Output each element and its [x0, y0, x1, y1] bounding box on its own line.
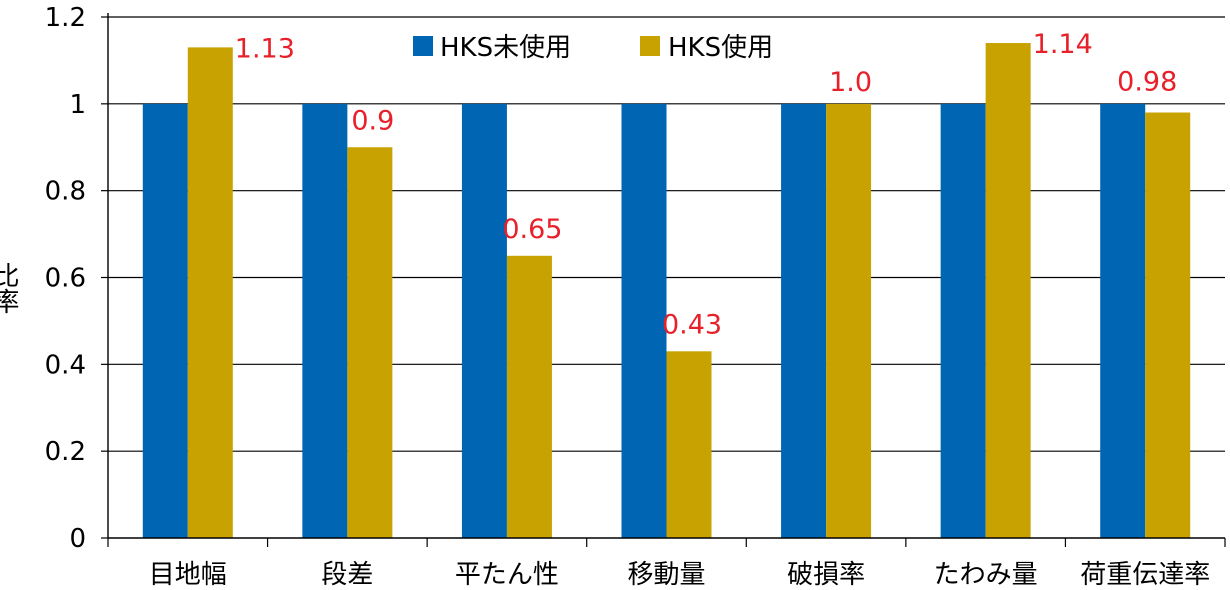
- category-label: 移動量: [627, 560, 705, 590]
- y-tick-label: 0.8: [45, 177, 86, 207]
- y-axis-label: 比率: [0, 262, 19, 314]
- bar-hks-unused: [781, 104, 826, 538]
- bar-hks-used: [188, 47, 233, 538]
- bar-hks-unused: [622, 104, 667, 538]
- category-label: 段差: [321, 560, 373, 590]
- category-labels: 目地幅 段差 平たん性 移動量 破損率 たわみ量 荷重伝達率: [149, 560, 1210, 590]
- legend-label-hks-used: HKS使用: [668, 33, 773, 63]
- bar-hks-unused: [1100, 104, 1145, 538]
- data-label: 0.43: [662, 309, 722, 340]
- bar-hks-unused: [302, 104, 347, 538]
- category-label: 平たん性: [455, 560, 559, 590]
- bars: [143, 43, 1190, 538]
- data-label: 1.0: [829, 67, 872, 98]
- data-label: 0.65: [502, 214, 562, 245]
- y-axis-ticks: 0 0.2 0.4 0.6 0.8 1 1.2: [45, 3, 108, 554]
- data-label: 1.13: [235, 33, 295, 64]
- legend-swatch-hks-used: [640, 36, 660, 56]
- y-tick-label: 0: [69, 524, 86, 554]
- category-label: 荷重伝達率: [1080, 560, 1210, 590]
- bar-hks-used: [347, 147, 392, 538]
- y-tick-label: 0.2: [45, 437, 86, 467]
- bar-hks-used: [986, 43, 1031, 538]
- x-axis-ticks: [108, 538, 1225, 547]
- data-label: 0.9: [351, 105, 394, 136]
- bar-hks-unused: [143, 104, 188, 538]
- category-label: 破損率: [787, 560, 865, 590]
- bar-hks-unused: [941, 104, 986, 538]
- legend: HKS未使用 HKS使用: [413, 33, 773, 63]
- bar-hks-used: [667, 351, 712, 538]
- category-label: 目地幅: [149, 560, 227, 590]
- bar-hks-used: [826, 104, 871, 538]
- bar-hks-unused: [462, 104, 507, 538]
- data-label: 0.98: [1117, 67, 1177, 98]
- category-label: たわみ量: [934, 560, 1038, 590]
- bar-hks-used: [1145, 113, 1190, 538]
- data-label: 1.14: [1033, 29, 1093, 60]
- y-tick-label: 1.2: [45, 3, 86, 33]
- bar-hks-used: [507, 256, 552, 538]
- legend-label-hks-unused: HKS未使用: [440, 33, 571, 63]
- y-tick-label: 1: [69, 90, 86, 120]
- y-tick-label: 0.4: [45, 350, 86, 380]
- y-tick-label: 0.6: [45, 264, 86, 294]
- legend-swatch-hks-unused: [413, 36, 433, 56]
